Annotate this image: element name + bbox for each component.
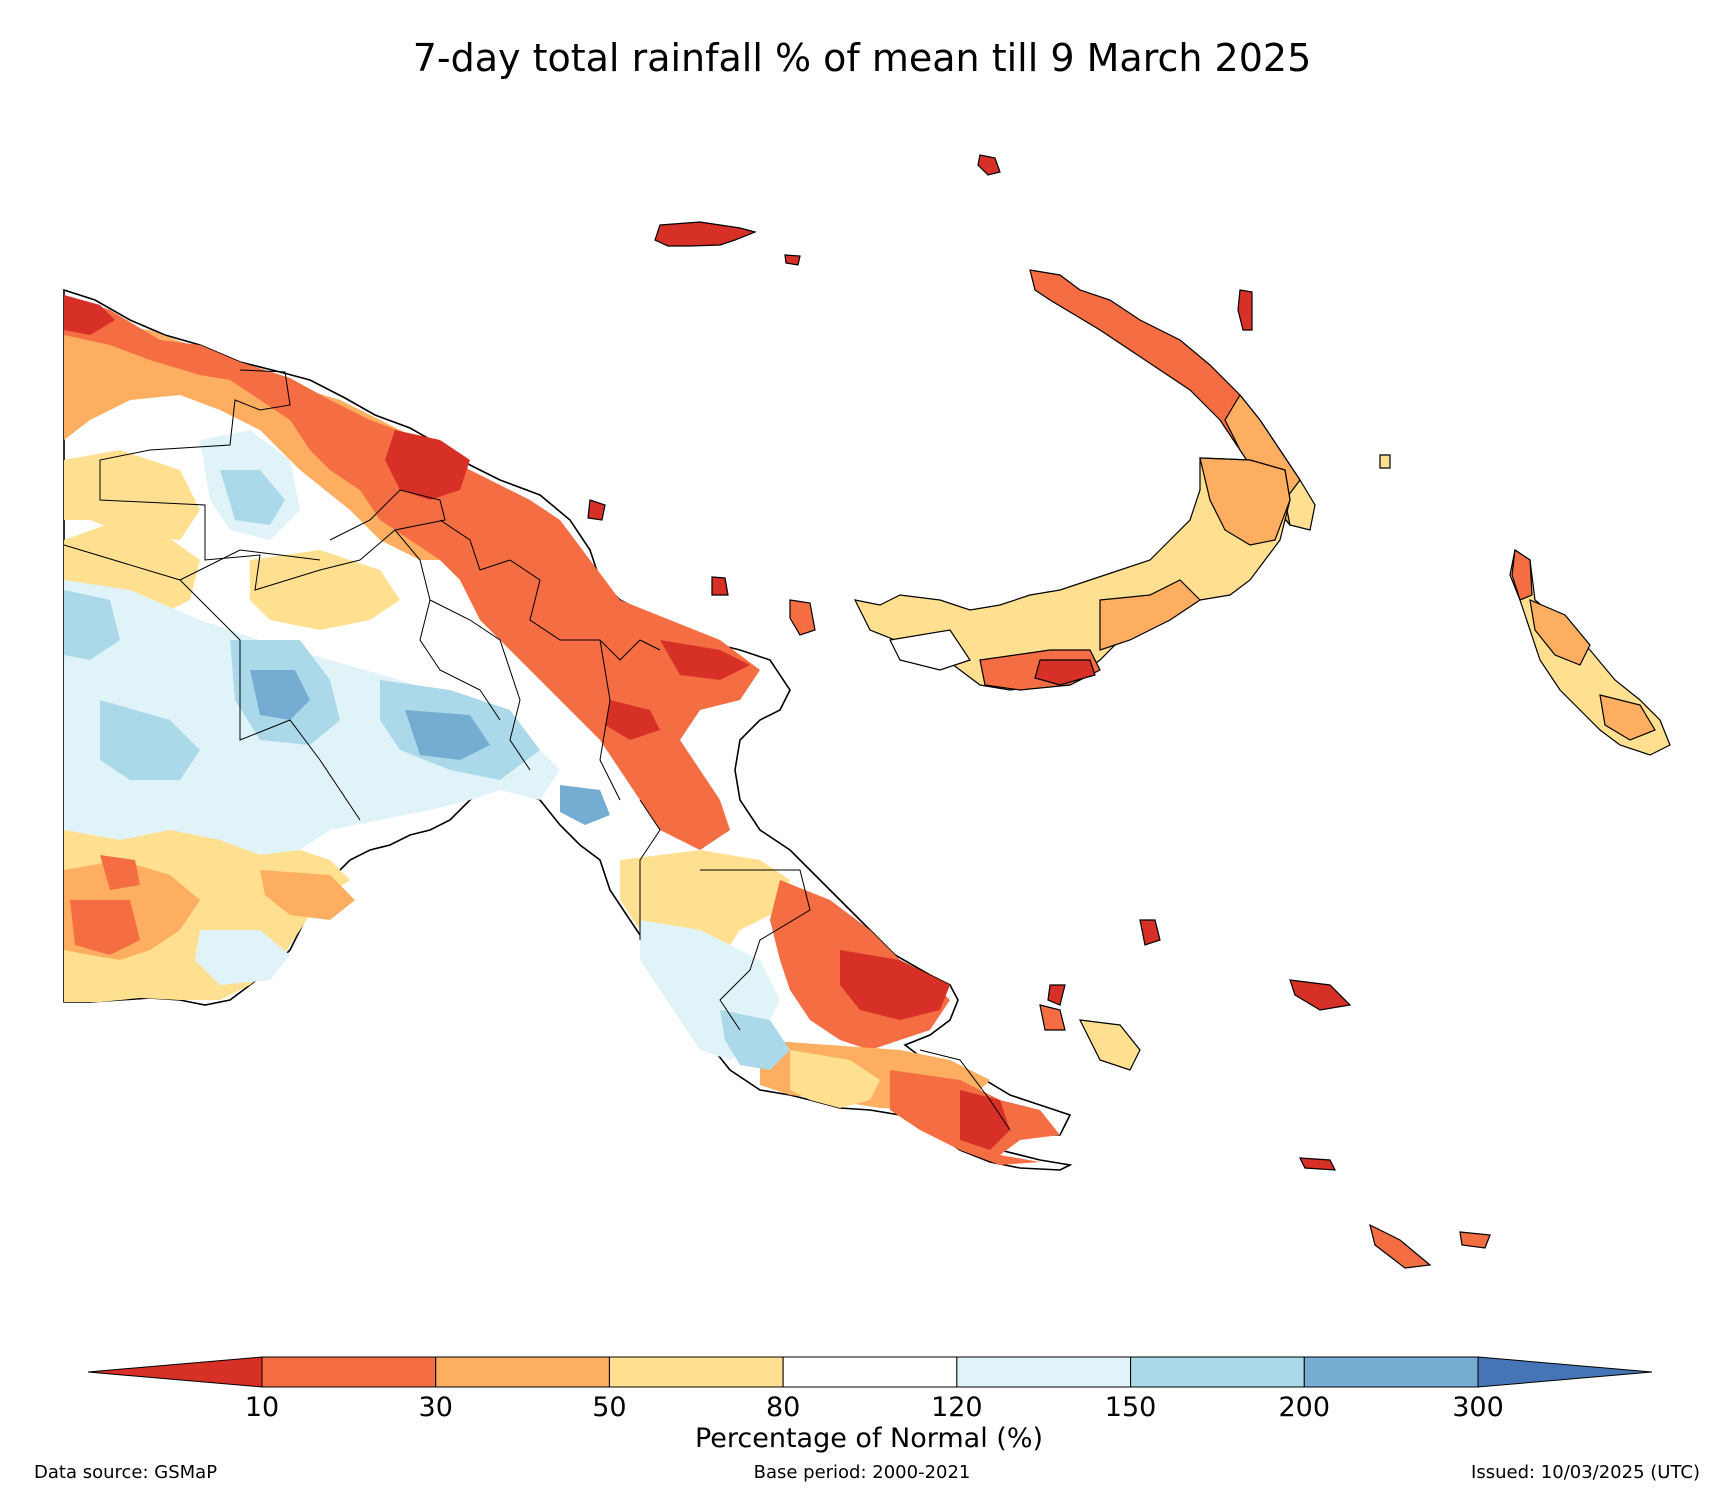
colorbar-over-triangle [1477, 1356, 1653, 1388]
base-period: Base period: 2000-2021 [753, 1462, 971, 1483]
colorbar-tick-label: 300 [1452, 1392, 1504, 1423]
colorbar-label: Percentage of Normal (%) [695, 1423, 1043, 1454]
colorbar-ticks: 10 30 50 80 120 150 200 300 [245, 1392, 1504, 1423]
colorbar-under-triangle [87, 1356, 263, 1388]
islands [587, 154, 1671, 1269]
colorbar-tick-label: 10 [245, 1392, 279, 1423]
colorbar-bin [782, 1356, 958, 1388]
data-source: Data source: GSMaP [34, 1462, 218, 1483]
mainland-png [63, 288, 1073, 1171]
island-manus [654, 221, 757, 247]
rainfall-map [63, 154, 1671, 1269]
colorbar-tick-label: 80 [766, 1392, 800, 1423]
colorbar-tick-label: 150 [1105, 1392, 1157, 1423]
colorbar-tick-label: 200 [1279, 1392, 1331, 1423]
province-boundaries [63, 369, 1011, 1131]
colorbar-tick-label: 120 [931, 1392, 983, 1423]
colorbar-bin [261, 1356, 437, 1388]
colorbar-bin [1303, 1356, 1479, 1388]
colorbar-tick-label: 50 [592, 1392, 626, 1423]
colorbar-bins [261, 1356, 1479, 1388]
colorbar-tick-label: 30 [419, 1392, 453, 1423]
colorbar: 10 30 50 80 120 150 200 300 Percentage of Norma… [87, 1356, 1653, 1454]
map-title: 7-day total rainfall % of mean till 9 Ma… [412, 36, 1312, 80]
colorbar-bin [1130, 1356, 1305, 1388]
colorbar-bin [435, 1356, 610, 1388]
colorbar-bin [608, 1356, 784, 1388]
issued-date: Issued: 10/03/2025 (UTC) [1471, 1462, 1700, 1483]
rainfall-zones-mainland [64, 295, 1060, 1165]
colorbar-bin [956, 1356, 1132, 1388]
